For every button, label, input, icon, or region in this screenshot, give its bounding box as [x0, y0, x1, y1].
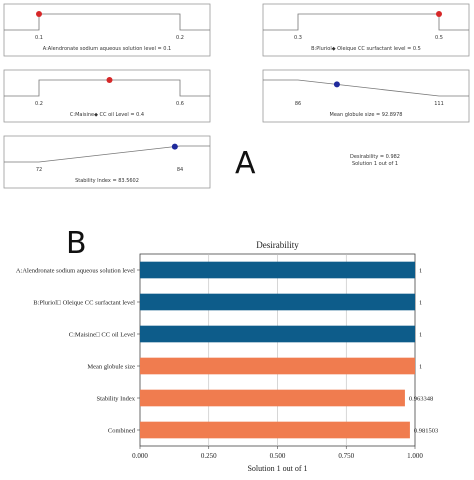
x-tick-label: 0.250	[201, 452, 217, 460]
ramps-svg: 0.1 0.2 A:Alendronate sodium aqueous solut…	[3, 3, 470, 189]
optimum-point	[436, 11, 442, 17]
bar-chart-svg: Desirability 0.000 0.250 0.500 0.750 1.000 A:A…	[16, 240, 438, 473]
bar-value-label: 1	[419, 332, 422, 339]
bar-value-label: 0.963348	[409, 396, 433, 403]
y-category-label: B:Pluriol□ Oleique CC surfactant level	[33, 300, 135, 307]
ramp-frame	[262, 69, 470, 123]
ramp-a: 0.1 0.2 A:Alendronate sodium aqueous solut…	[3, 3, 211, 57]
optimum-point	[333, 81, 340, 88]
bar	[140, 421, 410, 439]
ramp-max-label: 0.6	[176, 101, 184, 107]
bar-value-label: 0.981503	[414, 428, 438, 435]
y-category-label: Stability Index	[97, 396, 136, 403]
optimum-point	[106, 77, 113, 83]
ramp-min-label: 0.3	[294, 35, 302, 41]
x-axis-label: Solution 1 out of 1	[247, 464, 307, 473]
panel-a-letter: A	[235, 146, 256, 181]
ramp-factor-label: B:Pluriol◆ Oleique CC surfactant level =…	[311, 46, 421, 52]
bar	[140, 261, 415, 279]
ramp-max-label: 111	[434, 101, 444, 107]
desirability-chart: Desirability 0.000 0.250 0.500 0.750 1.000 A:A…	[0, 230, 474, 476]
x-tick-label: 0.500	[270, 452, 286, 460]
ramp-max-label: 0.2	[176, 35, 184, 41]
bar	[140, 389, 405, 407]
optimum-point	[36, 11, 42, 17]
desirability-ramp-line	[263, 79, 469, 97]
ramp-factor-label: C:Maisine◆ CC oil Level = 0.4	[70, 112, 144, 118]
y-category-label: A:Alendronate sodium aqueous solution le…	[16, 268, 135, 275]
bar-value-label: 1	[419, 300, 422, 307]
ramp-max-label: 0.5	[435, 35, 443, 41]
x-tick-label: 1.000	[407, 452, 423, 460]
ramp-panel: 0.1 0.2 A:Alendronate sodium aqueous solut…	[0, 0, 474, 200]
ramp-factor-label: A:Alendronate sodium aqueous solution le…	[43, 46, 171, 52]
y-category-label: C:Maisine□ CC oil Level	[69, 332, 135, 339]
ramp-min-label: 86	[295, 101, 301, 107]
y-category-label: Combined	[108, 428, 136, 435]
y-category-label: Mean globule size	[87, 364, 135, 371]
bar-value-label: 1	[419, 268, 422, 275]
bar	[140, 325, 415, 343]
x-tick-label: 0.750	[338, 452, 354, 460]
ramp-min-label: 0.2	[35, 101, 43, 107]
ramp-b: 0.3 0.5 B:Pluriol◆ Oleique CC surfactant l…	[262, 3, 470, 57]
ramp-c: 0.2 0.6 C:Maisine◆ CC oil Level = 0.4	[3, 69, 211, 123]
desirability-ramp-line	[4, 145, 210, 163]
ramp-d: 86 111 Mean globule size = 92.8978	[262, 69, 470, 123]
ramp-factor-label: Stability Index = 83.5602	[75, 178, 139, 184]
desirability-summary: Desirability = 0.982 Solution 1 out of 1	[300, 154, 450, 168]
ramp-max-label: 84	[177, 167, 183, 173]
bar-value-label: 1	[419, 364, 422, 371]
ramp-e: 72 84 Stability Index = 83.5602	[3, 135, 211, 189]
desirability-ramp-line	[4, 13, 210, 31]
ramp-factor-label: Mean globule size = 92.8978	[330, 112, 403, 118]
ramp-min-label: 0.1	[35, 35, 43, 41]
ramp-min-label: 72	[36, 167, 42, 173]
optimum-point	[171, 143, 178, 150]
chart-title: Desirability	[256, 240, 299, 250]
solution-label: Solution 1 out of 1	[351, 161, 399, 167]
x-tick-label: 0.000	[132, 452, 148, 460]
bar	[140, 357, 415, 375]
desirability-ramp-line	[263, 13, 469, 31]
panel-b-letter: B	[66, 226, 87, 261]
desirability-label: Desirability = 0.982	[350, 154, 400, 160]
bar	[140, 293, 415, 311]
